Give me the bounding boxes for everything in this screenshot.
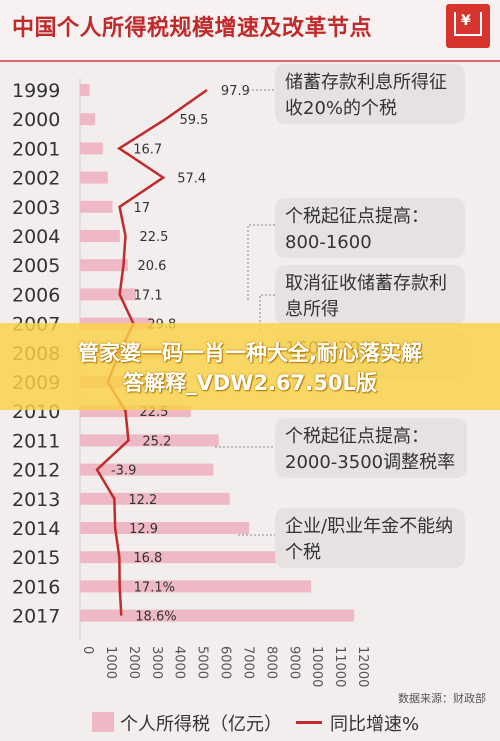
x-tick-label: 5000 [195,646,210,679]
legend-line-swatch [296,721,322,724]
growth-value-label: 12.2 [128,493,157,508]
source-label: 数据来源：财政部 [398,692,486,705]
growth-value-label: 20.6 [137,259,166,274]
note-1999: 储蓄存款利息所得征收20%的个税 [275,64,465,124]
bar [80,609,355,622]
growth-value-label: 97.9 [221,84,250,99]
legend-line-label: 同比增速% [330,714,420,735]
year-label: 2005 [12,255,60,277]
header: 中国个人所得税规模增速及改革节点 ¥ [0,0,500,60]
bar [80,463,214,476]
bar [80,84,90,96]
bar [80,171,108,184]
legend-bar-swatch [92,712,114,732]
header-divider [0,60,500,62]
x-tick-label: 11000 [332,646,347,687]
chart-title: 中国个人所得税规模增速及改革节点 [12,16,373,41]
year-label: 2003 [12,197,60,219]
x-tick-label: 1000 [103,646,118,679]
x-tick-label: 12000 [355,646,370,687]
note-2014: 企业/职业年金不能纳个税 [275,508,465,568]
note-2011: 个税起征点提高：2000-3500调整税率 [275,418,467,478]
bar [80,113,96,126]
note-connector [259,294,275,330]
growth-value-label: 25.2 [142,434,171,449]
growth-value-label: 17 [134,201,151,216]
legend-bar-label: 个人所得税（亿元） [120,714,282,735]
year-label: 2006 [12,284,60,306]
growth-value-label: 18.6% [135,610,176,625]
overlay-text: 管家婆一码一肖一种大全,耐心落实解 答解释_VDW2.67.50L版 [0,338,500,398]
overlay-banner [0,323,500,410]
year-label: 2001 [12,138,60,160]
overlay-line-1: 管家婆一码一肖一种大全,耐心落实解 [78,341,422,365]
x-tick-label: 8000 [263,646,278,679]
growth-value-label: 17.1 [134,288,163,303]
bar [80,522,250,534]
x-tick-label: 6000 [218,646,233,679]
x-tick-label: 3000 [149,646,164,679]
x-tick-label: 9000 [286,646,301,679]
year-label: 2017 [12,606,60,628]
year-label: 2015 [12,547,60,569]
x-tick-label: 10000 [309,646,324,687]
growth-value-label: 16.8 [133,551,162,566]
year-label: 2013 [12,489,60,511]
x-tick-label: 4000 [172,646,187,679]
cart-shape [454,12,482,36]
year-label: 2016 [12,576,60,598]
year-label: 2012 [12,460,60,482]
x-tick-label: 7000 [240,646,255,679]
note-2006: 个税起征点提高：800-1600 [275,198,465,258]
bar [80,259,129,272]
year-label: 2004 [12,226,60,248]
growth-value-label: 16.7 [133,142,162,157]
overlay-line-2: 答解释_VDW2.67.50L版 [123,371,377,395]
growth-value-label: 22.5 [140,230,169,245]
x-tick-label: 2000 [126,646,141,679]
growth-value-label: -3.9 [111,464,136,479]
x-tick-label: 0 [80,646,95,654]
growth-value-label: 57.4 [177,172,206,187]
bar [80,492,230,505]
growth-value-label: 59.5 [179,113,208,128]
bar [80,230,120,242]
year-label: 2002 [12,168,60,190]
note-connector [247,224,275,300]
year-label: 2014 [12,518,60,540]
year-label: 1999 [12,80,60,102]
growth-value-label: 17.1% [134,580,175,595]
year-label: 2011 [12,430,60,452]
bar [80,200,113,213]
growth-value-label: 12.9 [129,522,158,537]
bar [80,580,312,593]
note-2008: 取消征收储蓄存款利息所得 [275,265,465,325]
bar [80,288,137,301]
bar [80,434,219,447]
year-label: 2000 [12,109,60,131]
bar [80,142,103,155]
bar [80,551,278,564]
shopping-cart-yen-icon: ¥ [446,4,490,48]
